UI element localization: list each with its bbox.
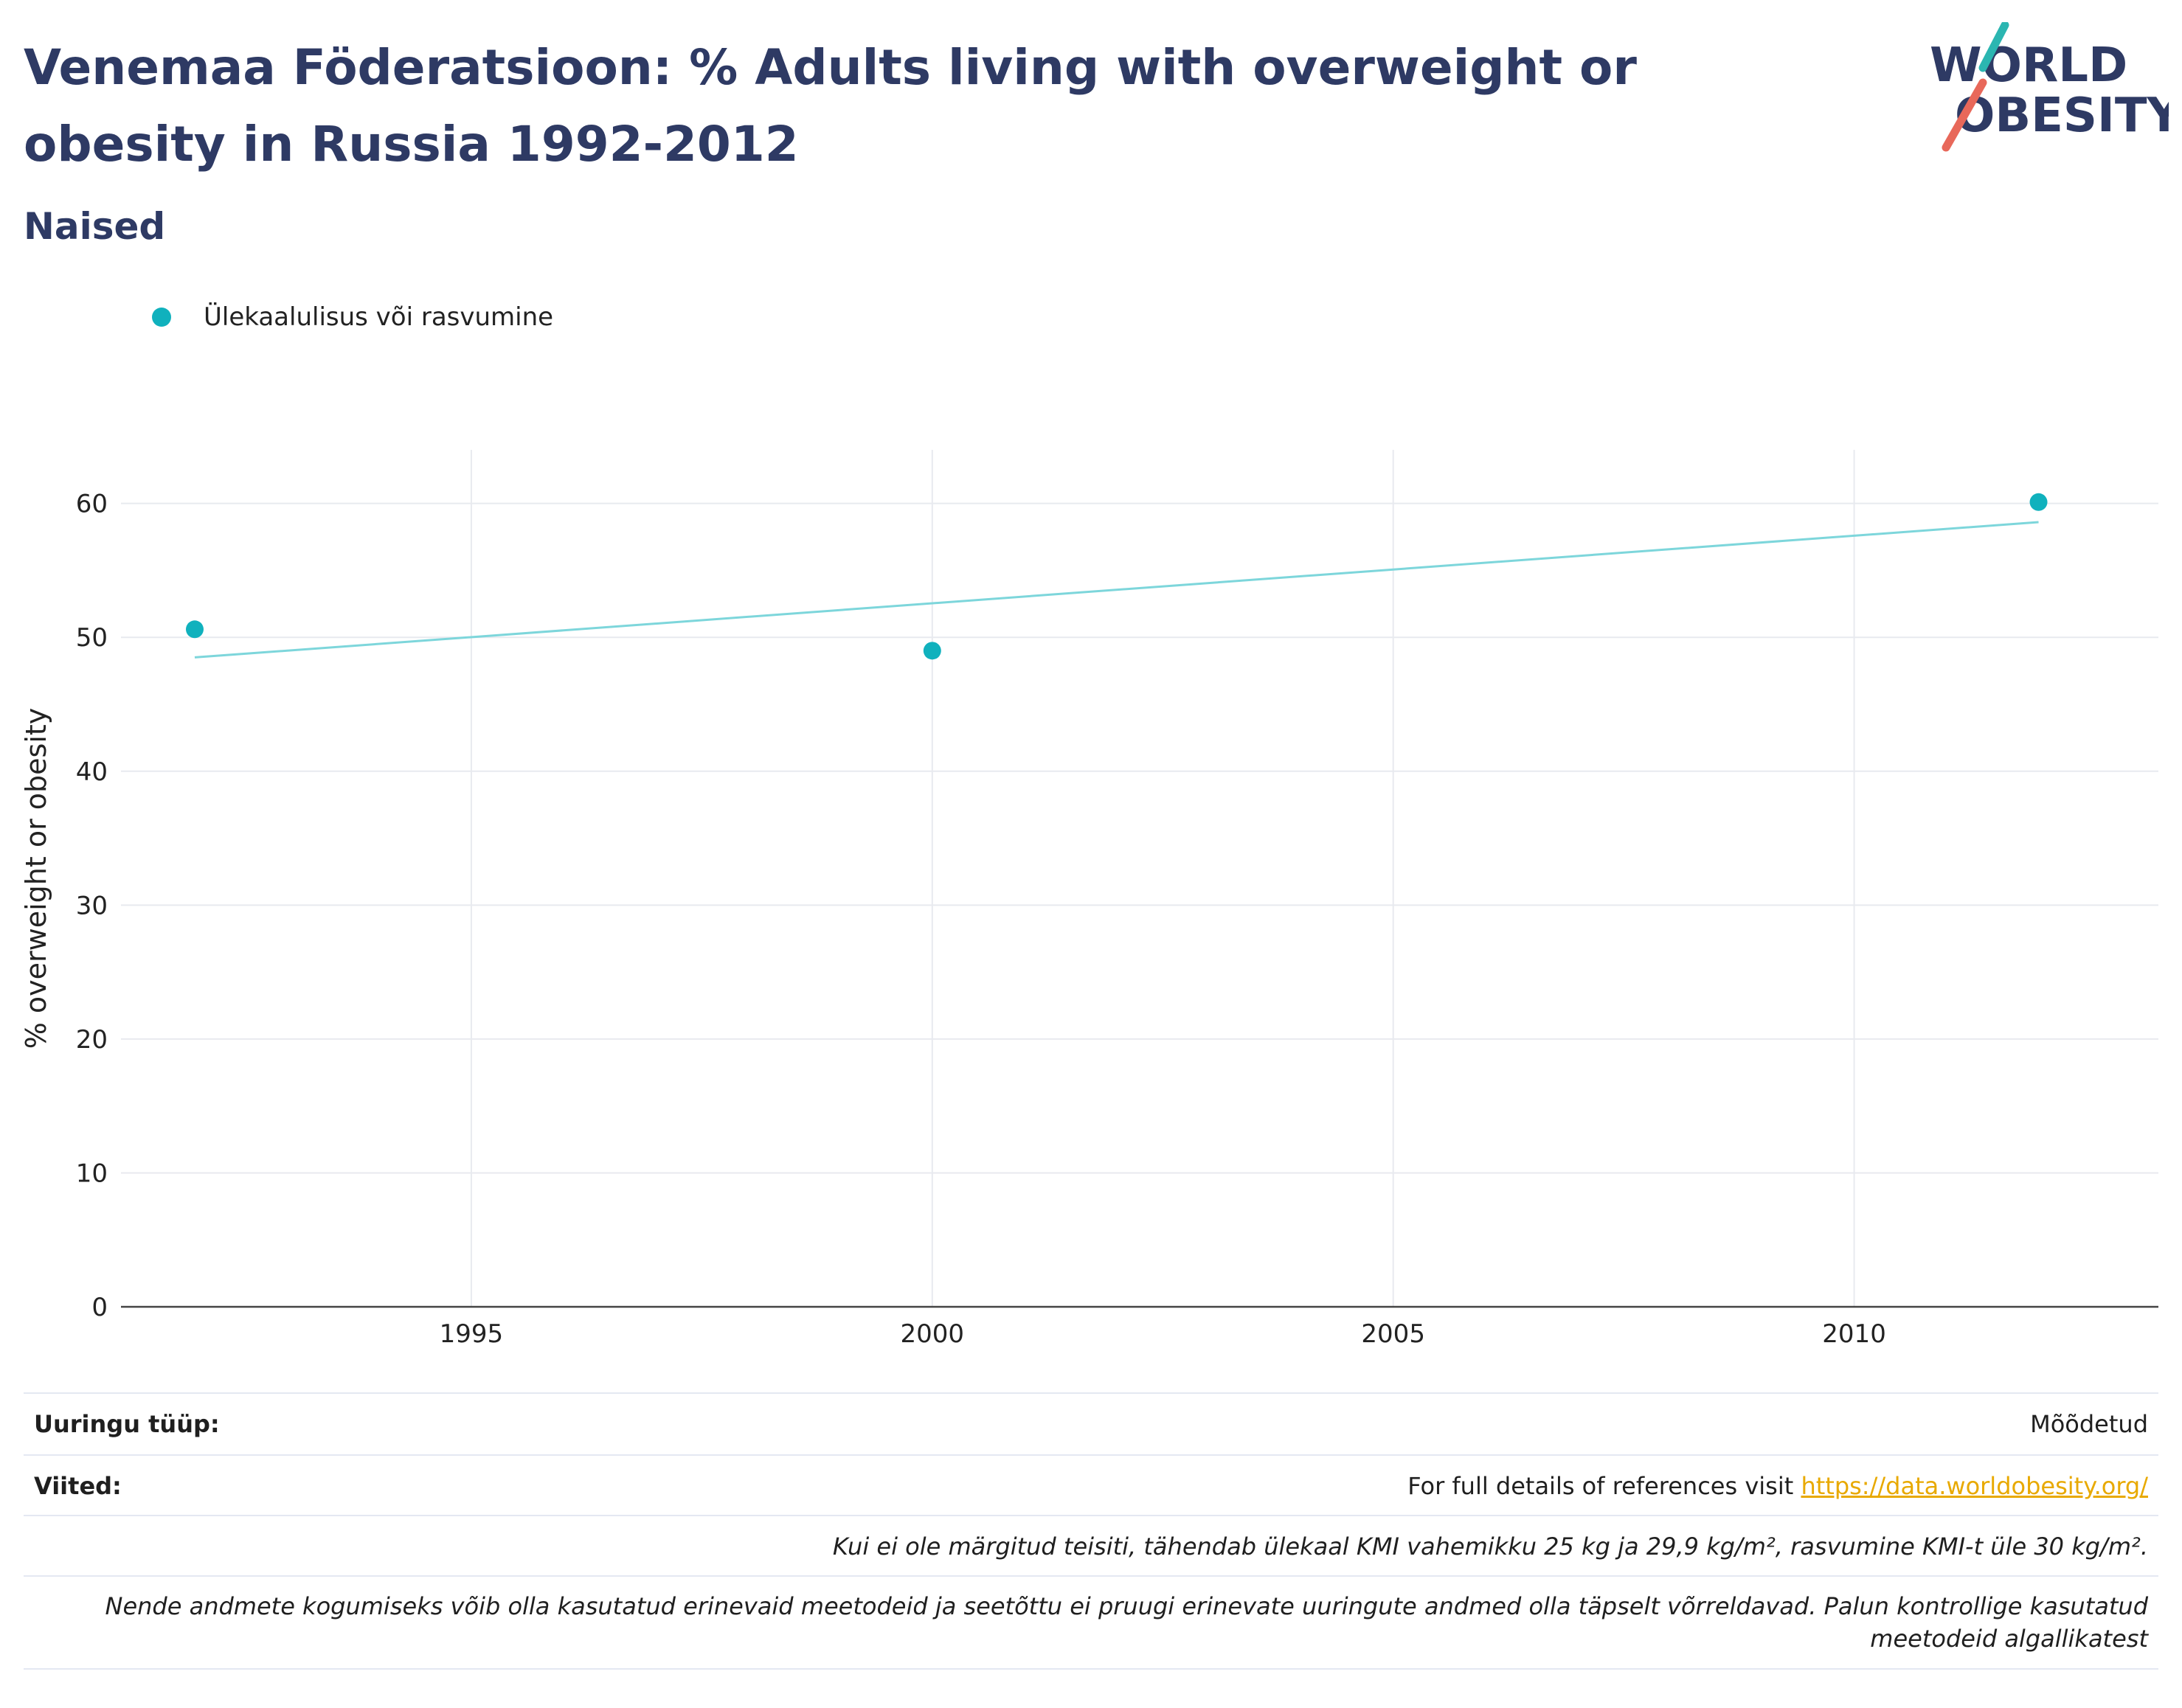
references-link[interactable]: https://data.worldobesity.org/ — [1801, 1472, 2148, 1500]
data-point — [185, 620, 204, 639]
y-tick-label: 10 — [76, 1159, 108, 1188]
chart-subtitle: Naised — [24, 205, 166, 248]
legend-marker — [152, 308, 171, 327]
trend-line — [194, 521, 2039, 659]
references-value: For full details of references visit htt… — [1407, 1472, 2148, 1500]
survey-type-value: Mõõdetud — [2030, 1410, 2148, 1438]
references-label: Viited: — [34, 1472, 122, 1500]
y-tick-label: 30 — [76, 891, 108, 920]
x-tick-label: 2000 — [901, 1319, 965, 1349]
logo-teal-slash — [1978, 22, 2009, 72]
logo-coral-slash — [1942, 78, 1987, 152]
world-obesity-logo: WORLD OBESITY — [1930, 22, 2169, 152]
survey-type-row: Uuringu tüüp: Mõõdetud — [24, 1392, 2158, 1454]
y-tick-label: 40 — [76, 757, 108, 787]
x-tick-label: 1995 — [440, 1319, 504, 1349]
survey-type-label: Uuringu tüüp: — [34, 1410, 220, 1438]
logo-word-world: WORLD — [1930, 38, 2127, 93]
x-tick-label: 2010 — [1822, 1319, 1886, 1349]
definition-row: Kui ei ole märgitud teisiti, tähendab ül… — [24, 1515, 2158, 1575]
scatter-chart: 0 10 20 30 40 50 60 1995 2000 2005 2010 % overweigh… — [20, 450, 2158, 1349]
legend-label: Ülekaalulisus või rasvumine — [204, 302, 554, 332]
y-tick-label: 0 — [91, 1293, 108, 1322]
references-text: For full details of references visit — [1407, 1472, 1801, 1500]
y-axis-label: % overweight or obesity — [20, 708, 52, 1049]
y-tick-label: 20 — [76, 1025, 108, 1055]
comparability-row: Nende andmete kogumiseks võib olla kasut… — [24, 1575, 2158, 1670]
logo-word-obesity: OBESITY — [1955, 88, 2169, 143]
chart-legend[interactable]: Ülekaalulisus või rasvumine — [152, 295, 553, 339]
y-tick-label: 50 — [76, 623, 108, 653]
comparability-note: Nende andmete kogumiseks võib olla kasut… — [105, 1592, 2149, 1653]
references-row: Viited: For full details of references v… — [24, 1454, 2158, 1515]
data-point — [923, 642, 941, 660]
chart-footer: Uuringu tüüp: Mõõdetud Viited: For full … — [24, 1392, 2158, 1670]
x-tick-label: 2005 — [1361, 1319, 1425, 1349]
definition-note: Kui ei ole märgitud teisiti, tähendab ül… — [832, 1532, 2148, 1561]
data-point — [2029, 493, 2048, 511]
chart-title: Venemaa Föderatsioon: % Adults living wi… — [24, 39, 1637, 173]
y-tick-label: 60 — [76, 490, 108, 519]
